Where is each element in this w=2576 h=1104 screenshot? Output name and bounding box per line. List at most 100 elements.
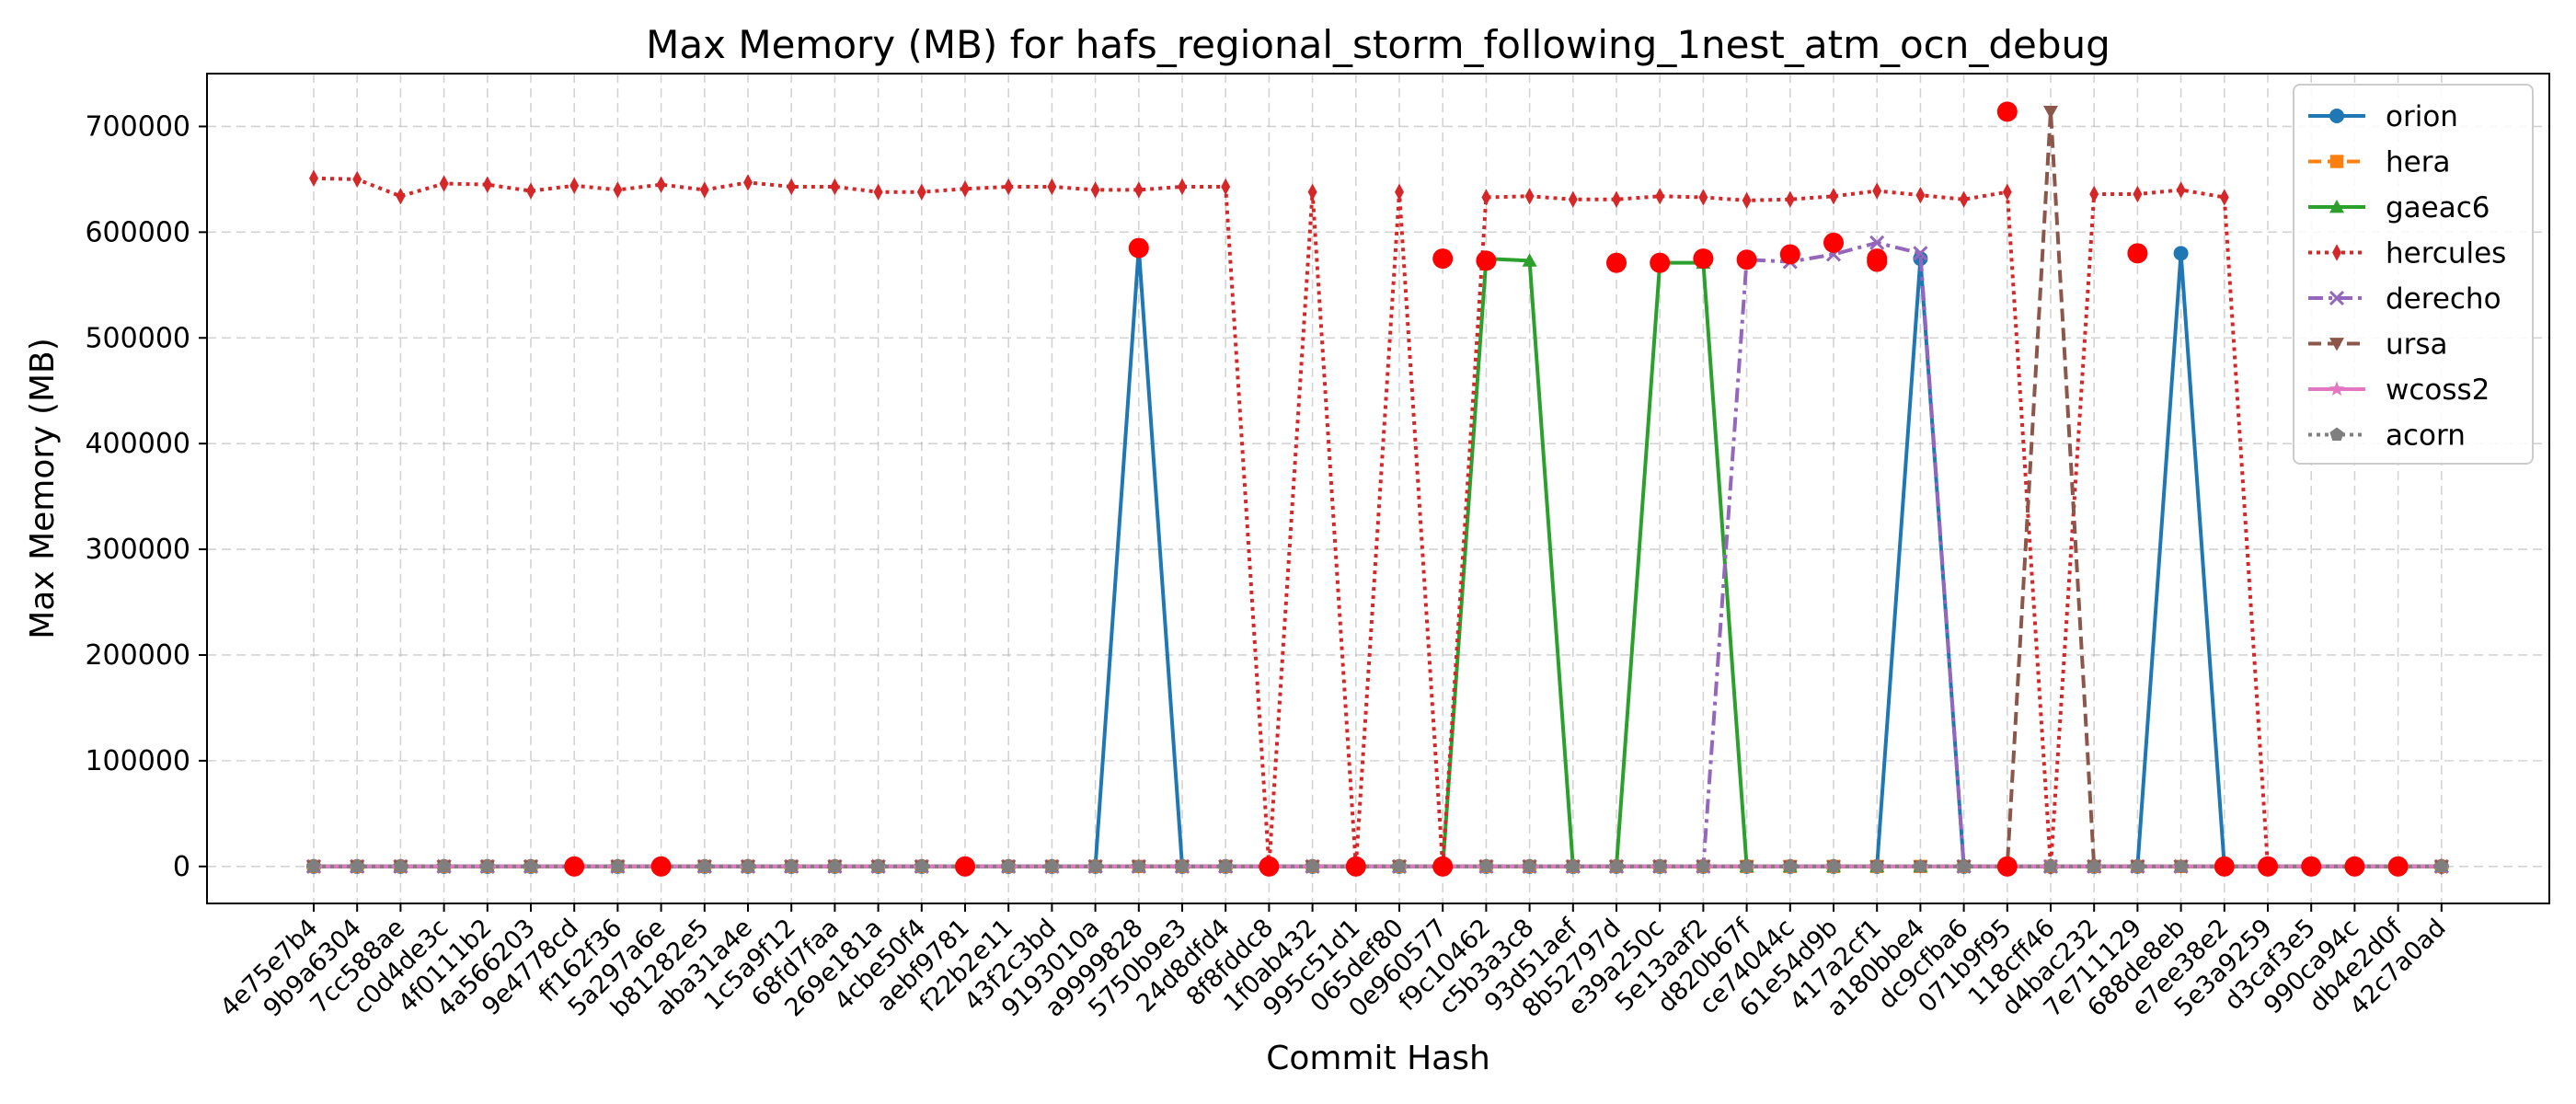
data-point-hercules [1524, 188, 1535, 205]
highlight-point [1823, 232, 1844, 253]
data-point-acorn [827, 858, 843, 873]
data-point-acorn [1652, 858, 1667, 873]
legend-marker-orion [2329, 109, 2344, 123]
legend-item-ursa: ursa [2308, 328, 2448, 362]
data-point-hercules [613, 181, 623, 199]
data-point-acorn [436, 858, 452, 873]
data-point-acorn [1218, 858, 1233, 873]
plot-frame [206, 73, 2550, 904]
data-point-hercules [699, 181, 709, 199]
data-point-hercules [743, 174, 753, 191]
data-point-acorn [1696, 858, 1711, 873]
highlight-point [1996, 856, 2018, 877]
data-point-hercules [656, 176, 666, 193]
data-point-acorn [1869, 858, 1884, 873]
data-point-acorn [2434, 858, 2449, 873]
highlight-point [1996, 101, 2018, 122]
legend-item-acorn: acorn [2308, 420, 2466, 453]
data-point-hercules [1785, 190, 1795, 208]
data-point-hercules [1568, 190, 1578, 208]
data-point-hercules [1481, 189, 1491, 206]
y-tick-label: 200000 [85, 639, 190, 672]
data-point-acorn [2130, 858, 2145, 873]
highlight-point [1432, 248, 1454, 270]
legend-label-hercules: hercules [2386, 237, 2506, 270]
data-point-hercules [2002, 183, 2012, 201]
data-point-hercules [1395, 183, 1404, 201]
legend-item-hera: hera [2308, 146, 2450, 179]
highlight-point [1345, 856, 1366, 877]
data-point-hercules [1698, 189, 1708, 206]
chart-title: Max Memory (MB) for hafs_regional_storm_… [646, 22, 2110, 67]
legend-marker-hercules [2332, 244, 2341, 261]
data-point-acorn [2087, 858, 2101, 873]
legend-label-wcoss2: wcoss2 [2386, 374, 2490, 407]
legend-label-gaeac6: gaeac6 [2386, 191, 2490, 224]
data-point-hercules [830, 178, 840, 196]
legend-label-hera: hera [2386, 146, 2450, 179]
data-point-acorn [480, 858, 495, 873]
highlight-point [1736, 249, 1757, 270]
data-point-acorn [1001, 858, 1016, 873]
y-tick-label: 500000 [85, 322, 190, 354]
data-point-hercules [1221, 178, 1231, 196]
y-axis-label: Max Memory (MB) [24, 338, 62, 639]
data-point-hercules [787, 178, 797, 196]
data-point-acorn [1392, 858, 1407, 873]
highlight-point [1432, 856, 1454, 877]
data-point-acorn [1175, 858, 1190, 873]
legend-box [2293, 84, 2534, 465]
y-tick-label: 100000 [85, 745, 190, 777]
data-point-hercules [960, 180, 970, 198]
data-point-acorn [914, 858, 929, 873]
data-point-hercules [1829, 188, 1838, 205]
data-point-hercules [873, 183, 883, 201]
data-point-hercules [1047, 178, 1057, 196]
highlight-point [955, 856, 975, 877]
data-point-acorn [1132, 858, 1146, 873]
data-point-derecho [1869, 235, 1885, 250]
highlight-point [1476, 250, 1497, 271]
legend: orion hera gaeac6 hercules derecho ursa wcoss2… [2293, 84, 2534, 465]
data-point-acorn [1305, 858, 1320, 873]
highlight-point [1867, 251, 1888, 272]
legend-item-hercules: hercules [2308, 237, 2506, 270]
data-point-hercules [309, 169, 318, 187]
data-point-hercules [916, 183, 926, 201]
data-point-hercules [1612, 190, 1621, 208]
grid [207, 74, 2549, 903]
legend-label-ursa: ursa [2386, 328, 2448, 362]
y-tick-label: 700000 [85, 110, 190, 143]
legend-item-orion: orion [2308, 100, 2458, 133]
data-point-hercules [2176, 181, 2186, 199]
y-tick-label: 600000 [85, 216, 190, 248]
data-point-acorn [1087, 858, 1103, 873]
highlight-point [2344, 856, 2365, 877]
highlight-point [2301, 856, 2322, 877]
data-point-acorn [393, 858, 408, 873]
data-point-acorn [1956, 858, 1972, 873]
data-point-acorn [870, 858, 886, 873]
highlight-point [564, 856, 585, 877]
data-point-acorn [1522, 858, 1537, 873]
data-point-hercules [1004, 178, 1014, 196]
data-point-ursa [2043, 105, 2058, 120]
highlight-point [1259, 856, 1280, 877]
legend-label-orion: orion [2386, 100, 2458, 133]
data-point-acorn [697, 858, 712, 873]
data-point-acorn [1913, 858, 1928, 873]
data-point-acorn [1783, 858, 1798, 873]
data-point-hercules [352, 170, 362, 189]
series-line-hercules [313, 176, 2442, 868]
data-point-hercules [1090, 181, 1100, 199]
data-point-acorn [1044, 858, 1060, 873]
data-point-hercules [396, 188, 406, 205]
data-point-acorn [1566, 858, 1581, 873]
legend-item-derecho: derecho [2308, 282, 2501, 316]
data-point-gaeac6 [1522, 253, 1537, 267]
data-point-hercules [1742, 191, 1752, 210]
data-point-acorn [2173, 858, 2189, 873]
data-point-acorn [610, 858, 626, 873]
data-point-hercules [1872, 182, 1882, 200]
data-point-acorn [1478, 858, 1494, 873]
